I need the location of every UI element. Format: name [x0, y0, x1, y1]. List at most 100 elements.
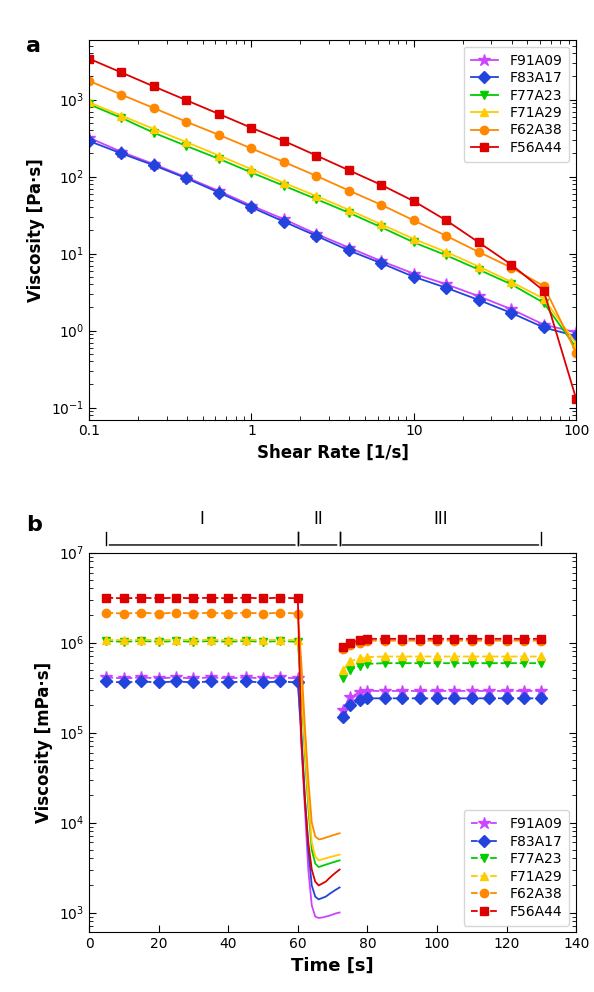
F91A09 [468, 685, 475, 697]
F71A29 [216, 150, 223, 162]
Line: F83A17: F83A17 [339, 694, 545, 721]
F56A44 [313, 150, 320, 162]
F83A17 [280, 215, 287, 227]
F91A09 [118, 146, 125, 158]
F71A29 [434, 651, 441, 663]
F91A09 [410, 268, 418, 280]
F77A23 [118, 112, 125, 124]
F62A38 [468, 635, 475, 647]
F56A44 [381, 633, 388, 645]
F77A23 [410, 236, 418, 248]
F83A17 [183, 173, 190, 185]
F56A44 [183, 94, 190, 106]
F71A29 [468, 651, 475, 663]
F77A23 [508, 279, 515, 291]
F77A23 [183, 140, 190, 152]
F83A17 [468, 692, 475, 704]
F56A44 [86, 53, 93, 64]
F71A29 [520, 651, 527, 663]
F77A23 [399, 658, 406, 670]
F83A17 [357, 694, 364, 706]
Line: F91A09: F91A09 [83, 132, 583, 338]
F77A23 [443, 249, 450, 261]
F71A29 [573, 337, 580, 349]
F91A09 [345, 242, 352, 254]
F56A44 [345, 165, 352, 177]
F91A09 [399, 685, 406, 697]
Line: F62A38: F62A38 [85, 76, 580, 357]
F83A17 [248, 201, 255, 213]
F77A23 [313, 193, 320, 205]
F83A17 [538, 692, 545, 704]
F56A44 [118, 66, 125, 78]
F56A44 [468, 633, 475, 645]
F62A38 [399, 635, 406, 647]
F62A38 [378, 199, 385, 211]
F91A09 [364, 685, 371, 697]
F62A38 [248, 143, 255, 155]
Line: F56A44: F56A44 [339, 635, 545, 651]
F62A38 [340, 643, 347, 655]
F56A44 [399, 633, 406, 645]
Line: F77A23: F77A23 [339, 659, 545, 682]
F91A09 [150, 159, 157, 171]
F56A44 [280, 135, 287, 147]
F56A44 [150, 80, 157, 92]
F91A09 [434, 685, 441, 697]
F77A23 [538, 658, 545, 670]
F62A38 [313, 170, 320, 182]
F77A23 [150, 127, 157, 139]
F83A17 [381, 692, 388, 704]
F91A09 [475, 291, 482, 303]
F62A38 [86, 75, 93, 87]
F62A38 [118, 88, 125, 100]
F62A38 [443, 230, 450, 242]
F77A23 [357, 660, 364, 672]
F77A23 [451, 658, 458, 670]
F56A44 [434, 633, 441, 645]
F56A44 [416, 633, 423, 645]
F62A38 [346, 639, 353, 651]
F77A23 [248, 167, 255, 179]
F83A17 [508, 307, 515, 318]
F71A29 [410, 233, 418, 245]
F77A23 [216, 153, 223, 165]
F91A09 [86, 132, 93, 144]
F83A17 [378, 257, 385, 269]
Legend: F91A09, F83A17, F77A23, F71A29, F62A38, F56A44: F91A09, F83A17, F77A23, F71A29, F62A38, … [463, 47, 569, 162]
Text: a: a [26, 36, 41, 56]
F62A38 [381, 635, 388, 647]
F77A23 [434, 658, 441, 670]
F56A44 [573, 393, 580, 405]
F71A29 [280, 177, 287, 188]
F83A17 [364, 692, 371, 704]
F56A44 [340, 641, 347, 653]
F91A09 [346, 690, 353, 702]
F71A29 [451, 651, 458, 663]
X-axis label: Shear Rate [1/s]: Shear Rate [1/s] [257, 444, 409, 462]
F83A17 [216, 186, 223, 198]
F91A09 [313, 228, 320, 240]
F71A29 [399, 651, 406, 663]
F91A09 [340, 703, 347, 715]
F91A09 [573, 326, 580, 338]
F77A23 [416, 658, 423, 670]
F83A17 [486, 692, 493, 704]
Y-axis label: Viscosity [Pa·s]: Viscosity [Pa·s] [27, 158, 46, 302]
F77A23 [381, 658, 388, 670]
Text: III: III [433, 510, 448, 528]
F91A09 [486, 685, 493, 697]
Line: F77A23: F77A23 [85, 100, 580, 352]
F62A38 [216, 129, 223, 141]
F56A44 [443, 214, 450, 226]
F91A09 [183, 172, 190, 184]
F91A09 [508, 304, 515, 315]
F83A17 [443, 282, 450, 294]
F62A38 [434, 635, 441, 647]
F62A38 [345, 185, 352, 196]
Line: F71A29: F71A29 [339, 653, 545, 674]
F83A17 [346, 699, 353, 711]
F91A09 [538, 685, 545, 697]
F77A23 [346, 664, 353, 676]
F83A17 [345, 244, 352, 256]
